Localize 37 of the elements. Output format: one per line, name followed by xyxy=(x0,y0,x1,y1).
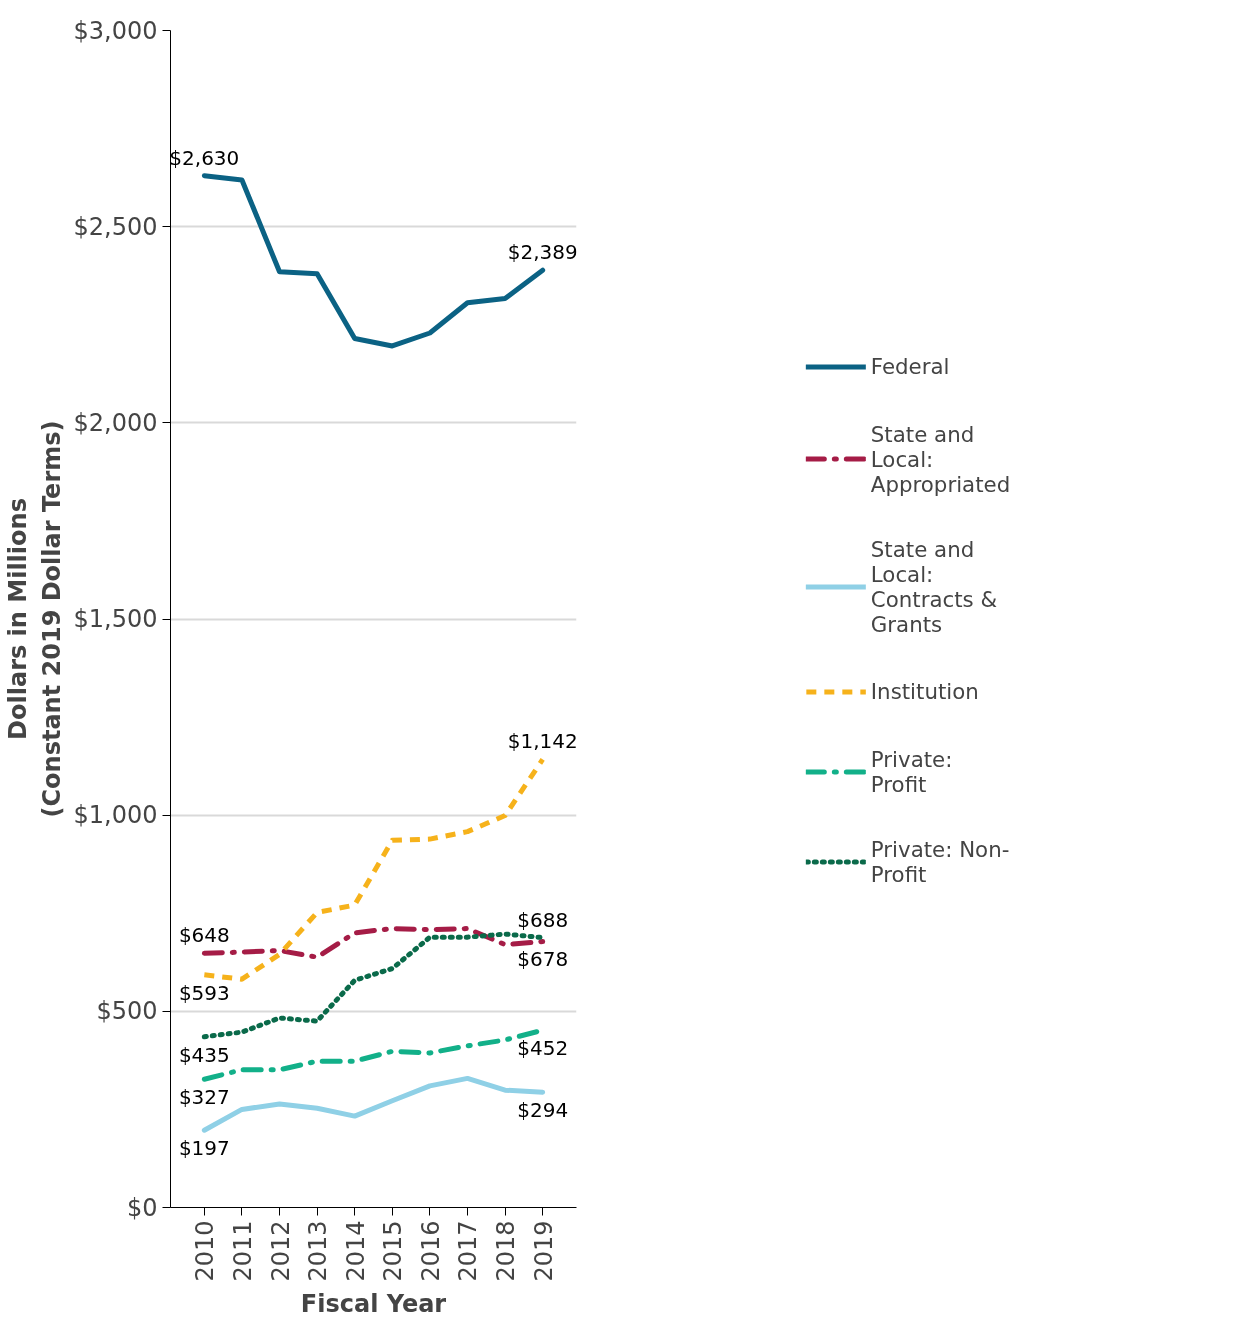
data-label: $648 xyxy=(178,923,230,948)
data-label: $327 xyxy=(178,1085,230,1110)
data-label: $294 xyxy=(517,1098,569,1123)
y-tick-label: $500 xyxy=(96,997,158,1026)
x-axis-title: Fiscal Year xyxy=(300,1289,447,1318)
data-label: $688 xyxy=(517,907,569,932)
x-tick-label: 2012 xyxy=(266,1220,295,1282)
x-tick-label: 2019 xyxy=(529,1220,558,1282)
x-tick-label: 2013 xyxy=(304,1220,333,1282)
legend-label: Private: Non-Profit xyxy=(870,836,1010,886)
y-tick-label: $0 xyxy=(126,1193,158,1222)
data-label: $435 xyxy=(178,1042,230,1067)
data-label: $2,630 xyxy=(169,145,240,170)
x-tick-label: 2018 xyxy=(492,1220,521,1282)
y-axis-title: Dollars in Millions (Constant 2019 Dollar Terms) xyxy=(3,420,66,818)
legend-label: Federal xyxy=(870,352,950,381)
y-tick-label: $1,500 xyxy=(73,605,158,633)
data-label: $2,389 xyxy=(507,240,578,265)
x-tick-label: 2017 xyxy=(454,1220,483,1282)
data-label: $1,142 xyxy=(507,729,578,754)
data-label: $197 xyxy=(178,1136,230,1161)
data-label: $593 xyxy=(178,980,230,1005)
legend-label: State and Local: Appropriated xyxy=(870,421,1011,496)
y-tick-label: $3,000 xyxy=(73,16,158,45)
y-tick-label: $2,000 xyxy=(73,408,158,437)
x-tick-label: 2011 xyxy=(228,1220,257,1282)
legend-label: Private: Profit xyxy=(870,746,953,796)
y-tick-label: $1,000 xyxy=(73,801,158,830)
x-tick-label: 2015 xyxy=(379,1220,408,1282)
x-tick-label: 2016 xyxy=(416,1220,445,1282)
y-tick-label: $2,500 xyxy=(73,212,158,241)
legend-label: Institution xyxy=(870,677,979,706)
legend-label: State and Local: Contracts & Grants xyxy=(870,536,998,636)
x-tick-label: 2010 xyxy=(191,1220,220,1282)
x-tick-label: 2014 xyxy=(341,1220,370,1282)
data-label: $678 xyxy=(517,947,569,972)
data-label: $452 xyxy=(517,1036,569,1061)
